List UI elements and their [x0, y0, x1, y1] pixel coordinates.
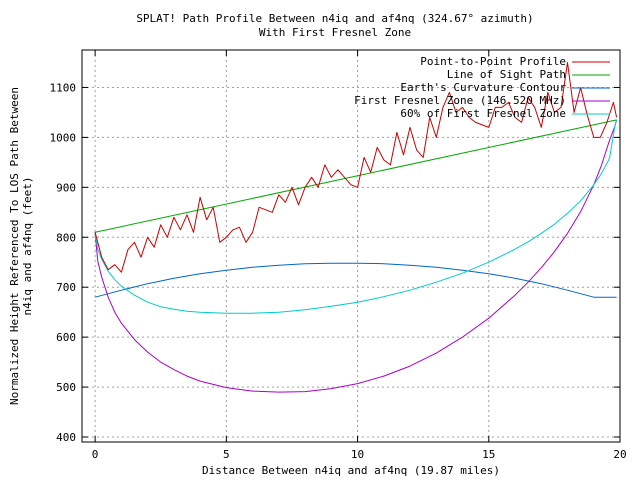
y-tick-label: 400 — [56, 431, 76, 444]
y-tick-label: 600 — [56, 331, 76, 344]
x-axis-label: Distance Between n4iq and af4nq (19.87 m… — [202, 464, 500, 477]
series-line-fresnel60 — [94, 119, 618, 314]
y-tick-label: 1100 — [50, 81, 77, 94]
series-line-profile — [94, 62, 618, 273]
series-lines — [94, 62, 618, 393]
y-tick-label: 1000 — [50, 131, 77, 144]
y-axis-label-line1: Normalized Height Referenced To LOS Path… — [8, 87, 21, 405]
x-tick-label: 15 — [482, 448, 495, 461]
chart-title: SPLAT! Path Profile Between n4iq and af4… — [136, 12, 533, 25]
legend-label-los: Line of Sight Path — [447, 68, 566, 81]
x-tick-label: 10 — [351, 448, 364, 461]
legend-label-fresnel60: 60% of First Fresnel Zone — [400, 107, 566, 120]
plot-frame — [81, 49, 621, 443]
x-tick-label: 5 — [223, 448, 230, 461]
series-line-fresnel — [94, 119, 618, 393]
y-tick-label: 900 — [56, 181, 76, 194]
legend-label-profile: Point-to-Point Profile — [420, 55, 566, 68]
legend: Point-to-Point Profile Line of Sight Pat… — [354, 55, 610, 120]
series-line-los — [94, 119, 617, 233]
x-tick-label: 20 — [613, 448, 626, 461]
y-axis-label-line2: n4iq and af4nq (feet) — [21, 176, 34, 315]
axis-ticks: 0 5 10 15 20 400 500 600 700 800 900 1000 1100 — [50, 50, 627, 461]
legend-label-curvature: Earth's Curvature Contour — [400, 81, 566, 94]
series-line-curvature — [94, 262, 617, 298]
y-tick-label: 800 — [56, 231, 76, 244]
x-tick-label: 0 — [92, 448, 99, 461]
legend-label-fresnel: First Fresnel Zone (146.520 MHz) — [354, 94, 566, 107]
y-tick-label: 500 — [56, 381, 76, 394]
y-tick-label: 700 — [56, 281, 76, 294]
chart-subtitle: With First Fresnel Zone — [259, 26, 411, 39]
